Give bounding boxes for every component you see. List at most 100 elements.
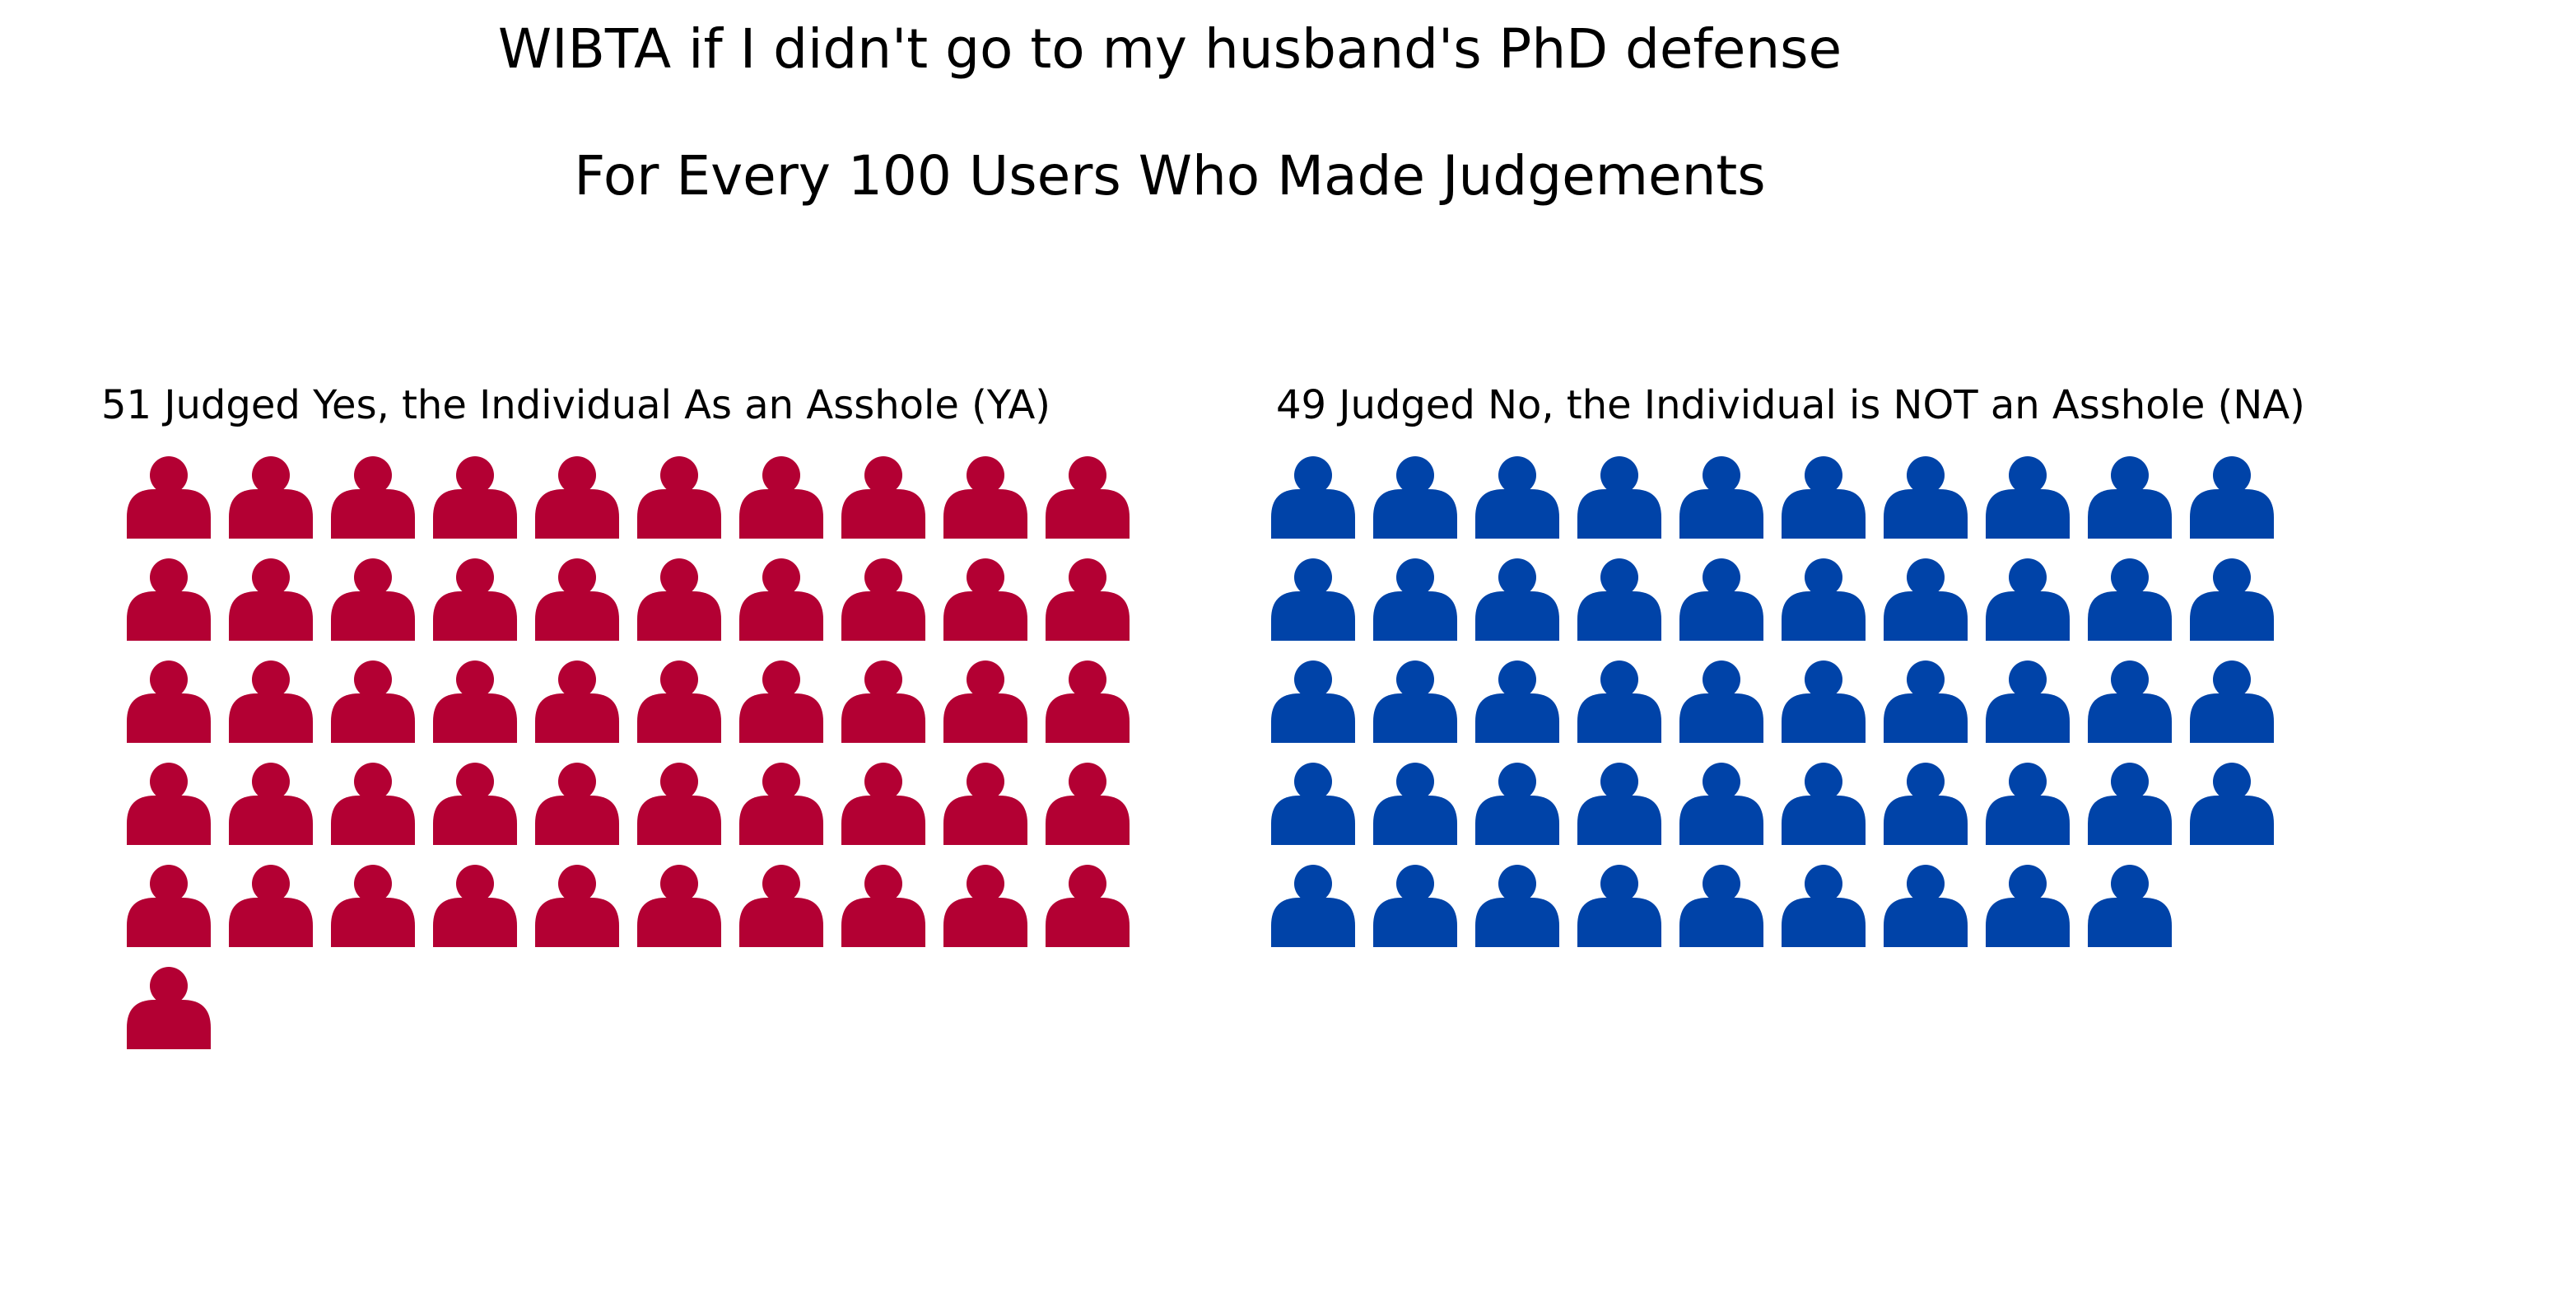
person-icon (841, 558, 925, 641)
person-icon (1373, 558, 1457, 641)
person-icon (1679, 661, 1763, 743)
person-icon (1046, 661, 1130, 743)
person-icon (1577, 865, 1661, 947)
person-icon (1884, 456, 1968, 539)
person-icon (1271, 763, 1355, 845)
person-icon (739, 865, 823, 947)
group-label-na: 49 Judged No, the Individual is NOT an A… (1276, 382, 2305, 428)
person-icon (1782, 661, 1866, 743)
person-icon (1271, 558, 1355, 641)
person-icon (841, 865, 925, 947)
person-icon (1679, 865, 1763, 947)
person-icon (2088, 456, 2172, 539)
person-icon (1884, 558, 1968, 641)
person-icon (331, 558, 415, 641)
person-icon (1986, 456, 2070, 539)
person-icon (1577, 558, 1661, 641)
person-icon (1475, 661, 1559, 743)
person-icon (841, 763, 925, 845)
person-icon (1475, 456, 1559, 539)
person-icon (2190, 558, 2274, 641)
person-icon (433, 865, 517, 947)
person-icon (229, 661, 313, 743)
person-icon (1475, 865, 1559, 947)
person-icon (1884, 865, 1968, 947)
person-icon (1577, 456, 1661, 539)
person-icon (2190, 763, 2274, 845)
group-label-ya: 51 Judged Yes, the Individual As an Assh… (101, 382, 1051, 428)
person-icon (1271, 865, 1355, 947)
person-icon (1373, 456, 1457, 539)
person-icon (2088, 865, 2172, 947)
person-icon (229, 865, 313, 947)
person-icon (2190, 661, 2274, 743)
person-icon (433, 456, 517, 539)
person-icon (739, 456, 823, 539)
person-icon (229, 456, 313, 539)
person-icon (2088, 763, 2172, 845)
person-icon (127, 558, 211, 641)
person-icon (943, 661, 1027, 743)
person-icon (229, 763, 313, 845)
person-icon (1373, 865, 1457, 947)
person-icon (1046, 456, 1130, 539)
person-icon (739, 661, 823, 743)
person-icon (433, 763, 517, 845)
person-icon (2190, 456, 2274, 539)
person-icon (1475, 763, 1559, 845)
person-icon (1046, 763, 1130, 845)
person-icon (1373, 661, 1457, 743)
person-icon (943, 456, 1027, 539)
person-icon (739, 763, 823, 845)
person-icon (1679, 763, 1763, 845)
person-icon (1046, 865, 1130, 947)
person-icon (841, 661, 925, 743)
person-icon (535, 763, 619, 845)
person-icon (1884, 661, 1968, 743)
person-icon (433, 661, 517, 743)
person-icon (943, 763, 1027, 845)
person-icon (229, 558, 313, 641)
person-icon (127, 865, 211, 947)
person-icon (535, 661, 619, 743)
person-icon (637, 661, 721, 743)
person-icon (637, 558, 721, 641)
waffle-group-na (1271, 456, 2274, 947)
person-icon (2088, 661, 2172, 743)
person-icon (1986, 763, 2070, 845)
chart-subtitle: For Every 100 Users Who Made Judgements (574, 144, 1766, 208)
person-icon (127, 763, 211, 845)
person-icon (433, 558, 517, 641)
person-icon (1782, 456, 1866, 539)
person-icon (1782, 763, 1866, 845)
person-icon (1679, 558, 1763, 641)
person-icon (943, 865, 1027, 947)
person-icon (127, 967, 211, 1049)
person-icon (637, 456, 721, 539)
waffle-group-ya (127, 456, 1130, 1049)
person-icon (1046, 558, 1130, 641)
person-icon (127, 456, 211, 539)
person-icon (535, 558, 619, 641)
person-icon (1373, 763, 1457, 845)
person-icon (637, 865, 721, 947)
person-icon (1986, 865, 2070, 947)
person-icon (331, 661, 415, 743)
person-icon (1986, 558, 2070, 641)
person-icon (637, 763, 721, 845)
person-icon (1577, 763, 1661, 845)
person-icon (943, 558, 1027, 641)
person-icon (2088, 558, 2172, 641)
chart-title: WIBTA if I didn't go to my husband's PhD… (497, 17, 1842, 81)
person-icon (1782, 865, 1866, 947)
person-icon (331, 763, 415, 845)
person-icon (1782, 558, 1866, 641)
person-icon (127, 661, 211, 743)
person-icon (1986, 661, 2070, 743)
person-icon (1679, 456, 1763, 539)
person-icon (331, 865, 415, 947)
person-icon (331, 456, 415, 539)
person-icon (535, 865, 619, 947)
person-icon (841, 456, 925, 539)
